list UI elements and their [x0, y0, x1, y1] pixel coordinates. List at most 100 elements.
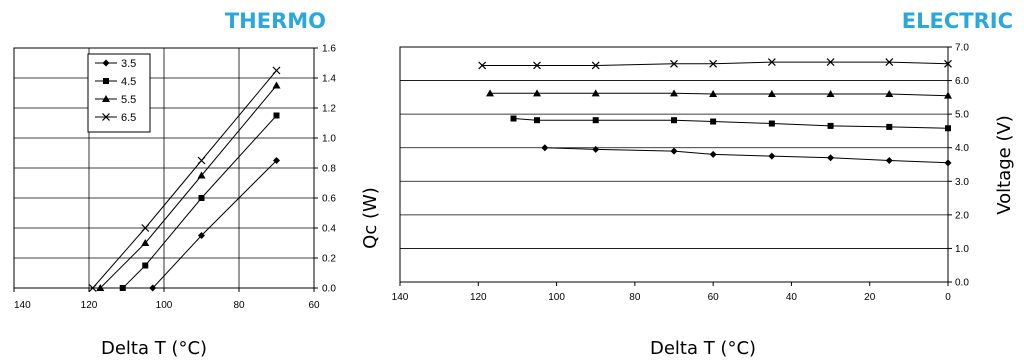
electric-data-point: [886, 123, 893, 130]
electric-series-triangle: [486, 89, 952, 99]
legend-item-5.5: 5.5: [95, 94, 136, 106]
electric-data-point: [767, 58, 776, 67]
electric-y-tick-label: 0.0: [955, 278, 969, 289]
thermo-y-tick-label: 0.0: [322, 284, 336, 295]
thermo-y-tick-label: 0.2: [322, 254, 336, 265]
thermo-data-point: [197, 171, 206, 179]
electric-series-group: [478, 58, 952, 167]
legend-label: 4.5: [121, 76, 136, 88]
thermo-data-point: [141, 239, 150, 246]
electric-data-point: [670, 89, 678, 97]
electric-series-square: [510, 115, 951, 132]
thermo-x-tick-labels: 140 120 100 80 60: [14, 300, 320, 311]
thermo-data-point: [197, 156, 206, 165]
thermo-gridlines: [13, 47, 318, 292]
thermo-series-5.5: [96, 81, 281, 291]
electric-x-tick-label: 140: [392, 292, 409, 303]
electric-series-diamond: [541, 144, 952, 167]
electric-data-point: [768, 152, 776, 160]
thermo-data-point: [272, 81, 281, 89]
thermo-data-point: [96, 284, 105, 291]
electric-x-tick-label: 40: [786, 292, 798, 303]
thermo-x-tick-label: 120: [81, 300, 98, 311]
thermo-data-point: [198, 195, 205, 201]
electric-data-point: [671, 117, 677, 124]
electric-data-point: [827, 122, 834, 129]
thermo-data-point: [142, 262, 149, 269]
legend-label: 3.5: [121, 58, 136, 70]
thermo-series-4.5: [119, 112, 280, 291]
legend-label: 6.5: [121, 112, 136, 124]
electric-y-tick-label: 6.0: [955, 76, 969, 87]
thermo-data-point: [273, 112, 280, 119]
electric-data-point: [826, 90, 835, 97]
legend-marker: [102, 95, 110, 102]
electric-data-point: [591, 89, 600, 97]
electric-y-tick-labels: 0.0 1.0 2.0 3.0 4.0 5.0 6.0 7.0: [955, 43, 969, 289]
thermo-y-tick-label: 0.4: [322, 224, 336, 235]
thermo-y-tick-label: 1.4: [322, 74, 336, 85]
thermo-title: THERMO: [225, 9, 326, 33]
electric-x-tick-label: 60: [708, 292, 720, 303]
electric-data-point: [885, 58, 894, 67]
electric-x-tick-label: 0: [945, 292, 951, 303]
legend-marker: [103, 78, 109, 84]
electric-data-point: [670, 59, 678, 68]
thermo-data-point: [119, 285, 126, 291]
electric-title: ELECTRIC: [902, 9, 1013, 33]
electric-data-point: [510, 115, 517, 122]
thermo-legend-box: [87, 53, 151, 133]
legend-label: 5.5: [121, 94, 136, 106]
thermo-y-tick-label: 1.6: [322, 44, 336, 55]
electric-series-line: [513, 118, 949, 129]
electric-data-point: [827, 154, 835, 162]
thermo-y-axis-title: Qc (W): [360, 187, 381, 249]
electric-data-point: [592, 117, 599, 124]
thermo-data-point: [272, 66, 281, 75]
thermo-series-group: [88, 66, 281, 292]
electric-data-point: [592, 145, 600, 153]
electric-data-point: [709, 150, 717, 158]
electric-data-point: [826, 58, 835, 67]
electric-y-tick-label: 2.0: [955, 210, 969, 221]
thermo-y-tick-label: 0.8: [322, 164, 336, 175]
electric-x-tick-label: 80: [629, 292, 641, 303]
electric-data-point: [709, 59, 718, 68]
electric-x-tick-label: 20: [864, 292, 876, 303]
electric-plot-area: [399, 46, 949, 283]
electric-x-tick-labels: 140 120 100 80 60 40 20 0: [392, 292, 952, 303]
thermo-x-tick-label: 100: [156, 300, 173, 311]
electric-y-axis-title: Voltage (V): [994, 115, 1015, 215]
legend-marker: [102, 113, 110, 121]
electric-data-point: [534, 117, 540, 124]
electric-data-point: [767, 90, 776, 97]
electric-data-point: [885, 90, 894, 97]
electric-data-point: [478, 61, 487, 70]
thermo-x-tick-label: 80: [233, 300, 245, 311]
electric-chart: ELECTRIC 140 120 100 80 60 40 20 0 0.0 1.0 2.0 3.0…: [392, 9, 1015, 359]
electric-data-point: [944, 91, 952, 99]
thermo-series-line: [92, 70, 277, 289]
electric-x-tick-label: 120: [470, 292, 487, 303]
electric-x-tick-label: 100: [548, 292, 565, 303]
thermo-legend: 3.5 4.5 5.5 6.5: [87, 53, 151, 133]
electric-data-point: [944, 59, 952, 68]
thermo-x-axis-title: Delta T (°C): [101, 338, 207, 359]
electric-y-tick-label: 1.0: [955, 244, 969, 255]
thermo-chart: THERMO 140 120 100 80 60 0.0 0.2 0.4 0.6 0.8 1.0 1…: [13, 9, 381, 359]
legend-item-3.5: 3.5: [95, 58, 136, 70]
electric-data-point: [670, 147, 678, 155]
thermo-series-line: [122, 115, 277, 289]
thermo-series-3.5: [149, 157, 280, 292]
legend-marker: [102, 59, 110, 67]
thermo-series-line: [99, 85, 277, 289]
thermo-x-tick-label: 60: [308, 300, 320, 311]
thermo-y-tick-label: 1.0: [322, 134, 336, 145]
electric-gridlines: [399, 46, 952, 286]
electric-y-tick-label: 5.0: [955, 110, 969, 121]
electric-data-point: [591, 61, 600, 70]
legend-item-4.5: 4.5: [95, 76, 136, 88]
thermo-data-point: [198, 232, 205, 239]
electric-data-point: [885, 156, 893, 164]
